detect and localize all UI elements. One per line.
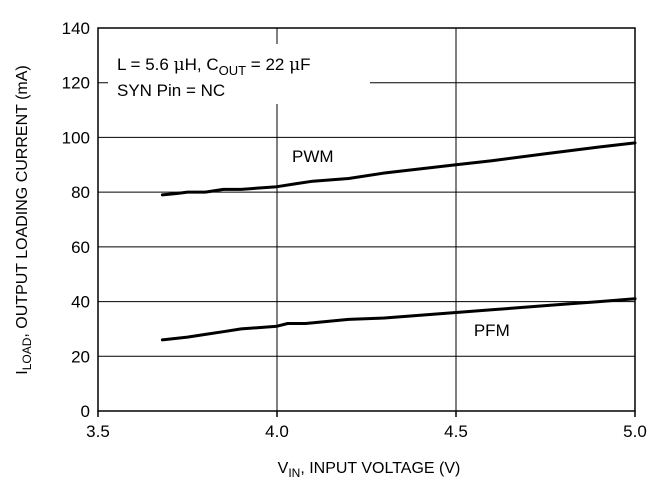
x-tick-label: 4.0	[265, 422, 289, 441]
series-line-pwm	[160, 141, 637, 197]
y-tick-label: 120	[62, 74, 90, 93]
y-tick-label: 100	[62, 128, 90, 147]
y-tick-label: 40	[71, 293, 90, 312]
series-lines	[160, 141, 637, 342]
y-tick-label: 0	[81, 402, 90, 421]
y-tick-label: 80	[71, 183, 90, 202]
annotation-line-1: L = 5.6 μH, COUT = 22 μF	[117, 55, 311, 78]
series-labels: PWM PFM	[292, 147, 510, 340]
x-tick-label: 5.0	[623, 422, 647, 441]
annotation-line-2: SYN Pin = NC	[117, 81, 225, 100]
x-axis-title: VIN, INPUT VOLTAGE (V)	[278, 460, 461, 480]
series-label-pfm: PFM	[474, 321, 510, 340]
y-tick-labels: 0 20 40 60 80 100 120 140	[62, 19, 90, 421]
plot-frame	[97, 27, 636, 412]
y-tick-label: 60	[71, 238, 90, 257]
y-tick-label: 20	[71, 347, 90, 366]
annotation-box	[108, 44, 370, 104]
series-label-pwm: PWM	[292, 147, 334, 166]
x-tick-label: 3.5	[86, 422, 110, 441]
y-tick-label: 140	[62, 19, 90, 38]
series-line-pfm	[160, 297, 637, 342]
x-tick-label: 4.5	[444, 422, 468, 441]
x-tick-labels: 3.5 4.0 4.5 5.0	[86, 411, 647, 441]
y-axis-title: ILOAD, OUTPUT LOADING CURRENT (mA)	[14, 65, 34, 374]
